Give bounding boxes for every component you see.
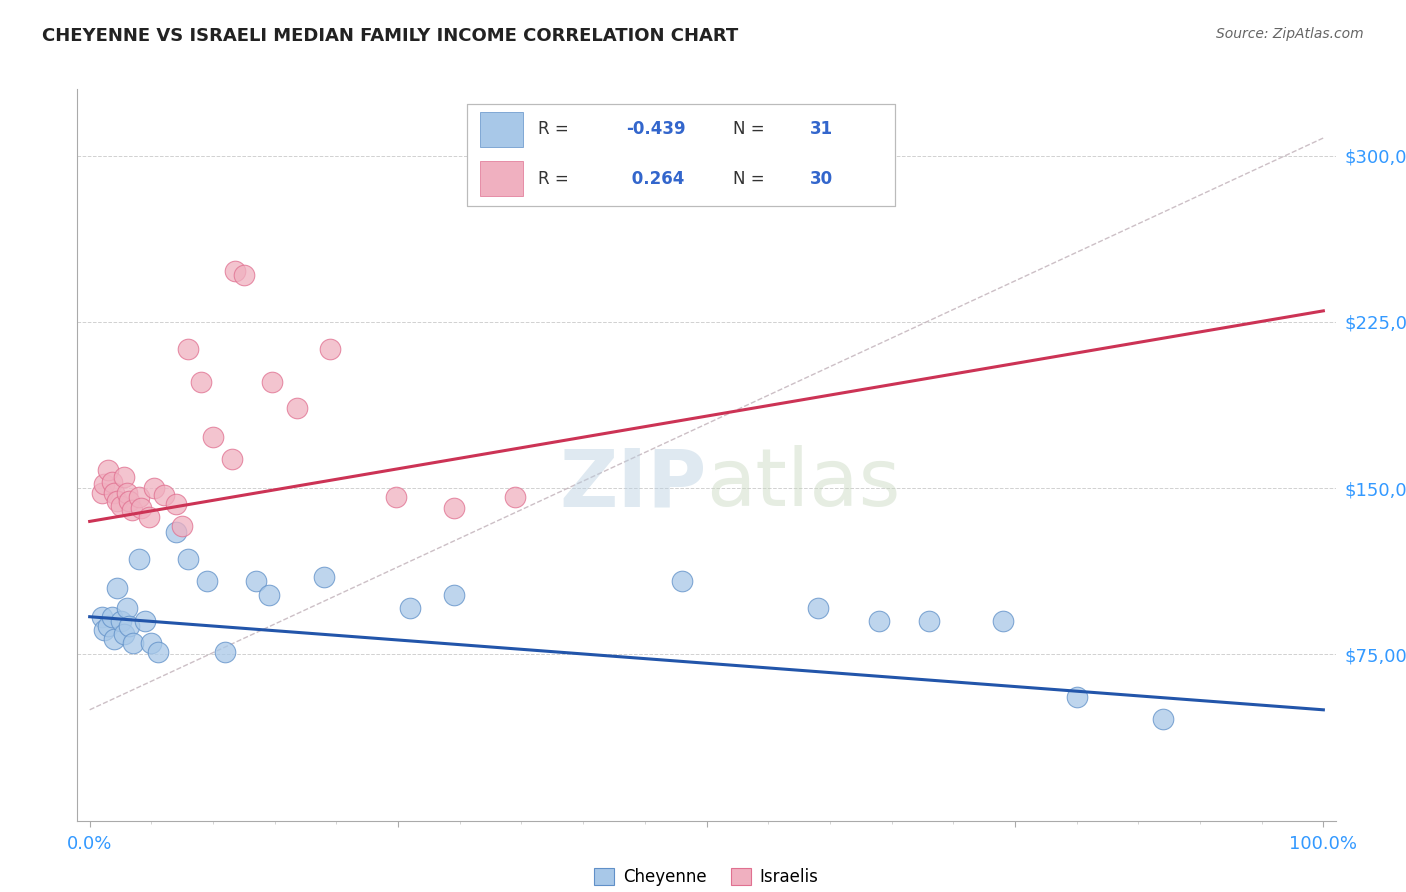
Point <box>118 494 141 508</box>
Point <box>319 342 342 356</box>
Point <box>97 463 120 477</box>
Point <box>1152 712 1174 726</box>
Point <box>285 401 308 416</box>
Text: atlas: atlas <box>707 445 901 524</box>
Point <box>142 481 165 495</box>
Point <box>146 645 169 659</box>
Point <box>110 614 132 628</box>
Point <box>443 588 465 602</box>
Point <box>195 574 218 589</box>
Point <box>128 490 150 504</box>
Legend: Cheyenne, Israelis: Cheyenne, Israelis <box>588 862 825 892</box>
Point <box>112 627 135 641</box>
Point <box>101 475 124 489</box>
Point <box>110 499 132 513</box>
Point <box>152 488 174 502</box>
Point <box>1066 690 1088 704</box>
Point <box>312 570 335 584</box>
Point <box>177 342 200 356</box>
Point <box>112 470 135 484</box>
Point <box>103 485 125 500</box>
Point <box>257 588 280 602</box>
Point <box>134 614 156 628</box>
Point <box>991 614 1014 628</box>
Point <box>671 574 693 589</box>
Point <box>232 268 254 283</box>
Point <box>131 501 153 516</box>
Point <box>165 497 187 511</box>
Point <box>101 609 124 624</box>
Point <box>443 501 465 516</box>
Point <box>91 485 114 500</box>
Point <box>214 645 236 659</box>
Point <box>190 375 212 389</box>
Point <box>868 614 890 628</box>
Point <box>172 519 194 533</box>
Point <box>245 574 267 589</box>
Point <box>97 618 120 632</box>
Point <box>165 525 187 540</box>
Point <box>177 552 200 566</box>
Point <box>103 632 125 646</box>
Point <box>128 552 150 566</box>
Point <box>399 600 422 615</box>
Point <box>806 600 828 615</box>
Point <box>115 485 138 500</box>
Point <box>118 618 141 632</box>
Point <box>384 490 406 504</box>
Point <box>141 636 163 650</box>
Point <box>93 476 115 491</box>
Point <box>202 430 225 444</box>
Point <box>115 600 138 615</box>
Text: Source: ZipAtlas.com: Source: ZipAtlas.com <box>1216 27 1364 41</box>
Point <box>917 614 939 628</box>
Text: ZIP: ZIP <box>560 445 707 524</box>
Point <box>503 490 526 504</box>
Point <box>224 264 246 278</box>
Point <box>105 581 128 595</box>
Point <box>93 623 115 637</box>
Point <box>221 452 243 467</box>
Text: CHEYENNE VS ISRAELI MEDIAN FAMILY INCOME CORRELATION CHART: CHEYENNE VS ISRAELI MEDIAN FAMILY INCOME… <box>42 27 738 45</box>
Point <box>138 510 160 524</box>
Point <box>121 636 143 650</box>
Point <box>105 494 128 508</box>
Point <box>121 503 143 517</box>
Point <box>91 609 114 624</box>
Point <box>262 375 284 389</box>
